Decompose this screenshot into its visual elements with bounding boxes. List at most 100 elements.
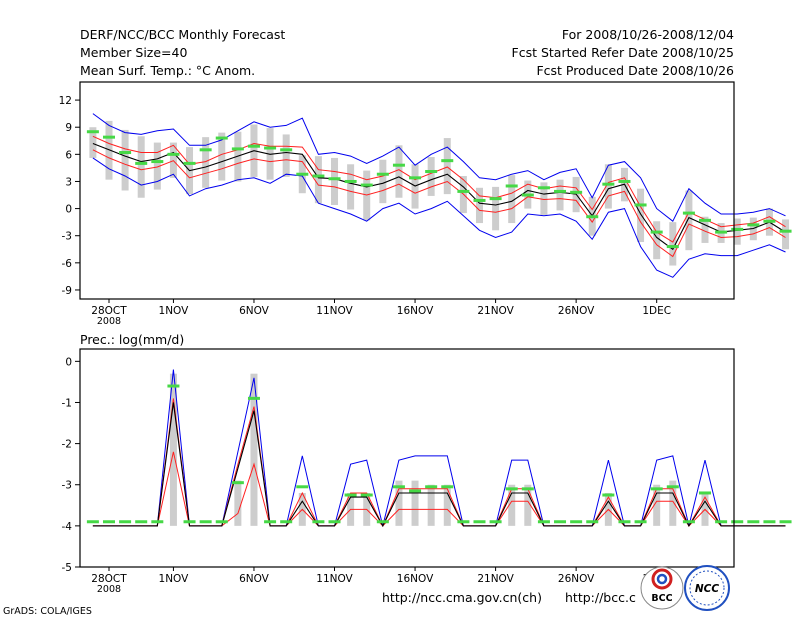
precip-plot-frame xyxy=(79,348,735,568)
observation-marker xyxy=(473,198,486,202)
observation-marker xyxy=(747,223,760,227)
spread-bar xyxy=(347,164,355,210)
observation-marker xyxy=(86,520,99,524)
observation-marker xyxy=(376,172,389,176)
spread-bar xyxy=(427,484,435,526)
spread-bar xyxy=(508,484,516,526)
observation-marker xyxy=(715,230,728,234)
ncc-logo: NCC xyxy=(684,565,730,611)
x-tick-label: 6NOV xyxy=(239,305,270,317)
x-tick-label: 1NOV xyxy=(159,573,190,585)
observation-marker xyxy=(715,520,728,524)
spread-bar xyxy=(508,175,516,224)
observation-marker xyxy=(441,159,454,163)
observation-marker xyxy=(699,491,712,495)
median-line xyxy=(92,402,786,528)
observation-marker xyxy=(102,135,115,139)
observation-marker xyxy=(86,130,99,134)
observation-marker xyxy=(747,520,760,524)
spread-bar xyxy=(443,484,451,526)
observation-marker xyxy=(328,177,341,181)
x-tick-label: 16NOV xyxy=(397,573,434,585)
spread-bar xyxy=(556,179,564,211)
spread-bar xyxy=(540,182,548,215)
observation-marker xyxy=(151,160,164,164)
observation-marker xyxy=(425,485,438,489)
spread-bar xyxy=(395,145,403,198)
x-tick-label: 11NOV xyxy=(316,305,353,317)
observation-marker xyxy=(215,520,228,524)
y-tick-label: 9 xyxy=(65,122,72,134)
spread-bar xyxy=(121,129,129,191)
spread-bar xyxy=(524,484,532,526)
y-tick-label: -6 xyxy=(62,258,73,270)
spread-bar xyxy=(637,188,645,243)
precip-panel-title: Prec.: log(mm/d) xyxy=(80,332,184,347)
observation-marker xyxy=(296,485,309,489)
spread-bar xyxy=(314,156,322,204)
observation-marker xyxy=(312,520,325,524)
observation-marker xyxy=(763,520,776,524)
observation-marker xyxy=(666,245,679,249)
observation-marker xyxy=(505,184,518,188)
observation-marker xyxy=(457,520,470,524)
spread-bar xyxy=(782,219,790,250)
observation-marker xyxy=(425,170,438,174)
observation-marker xyxy=(135,161,148,165)
observation-marker xyxy=(731,227,744,231)
observation-marker xyxy=(360,183,373,187)
observation-marker xyxy=(344,179,357,183)
spread-bar xyxy=(492,186,500,231)
y-tick-label: -9 xyxy=(62,285,72,297)
y-tick-label: 0 xyxy=(65,204,72,216)
observation-marker xyxy=(247,396,260,400)
x-year-label: 2008 xyxy=(97,584,121,595)
x-tick-label: 21NOV xyxy=(477,573,514,585)
x-tick-label: 6NOV xyxy=(239,573,270,585)
observation-marker xyxy=(779,229,792,233)
observation-marker xyxy=(344,493,357,497)
spread-bar xyxy=(669,222,677,266)
variable-label: Mean Surf. Temp.: °C Anom. xyxy=(80,63,255,78)
observation-marker xyxy=(521,193,534,197)
chart-title: DERF/NCC/BCC Monthly Forecast xyxy=(80,27,285,42)
spread-bar xyxy=(653,484,661,526)
observation-marker xyxy=(231,481,244,485)
observation-marker xyxy=(682,520,695,524)
bcc-logo-text: BCC xyxy=(651,593,672,604)
x-tick-label: 16NOV xyxy=(397,305,434,317)
spread-bar xyxy=(475,187,483,224)
spread-bar xyxy=(282,134,290,177)
observation-marker xyxy=(264,146,277,150)
spread-bar xyxy=(250,373,258,526)
observation-marker xyxy=(763,219,776,223)
observation-marker xyxy=(135,520,148,524)
temperature-plot-frame xyxy=(79,81,735,300)
spread-bar xyxy=(443,138,451,195)
observation-marker xyxy=(409,176,422,180)
spread-bar xyxy=(733,218,741,245)
y-tick-label: 12 xyxy=(59,95,72,107)
observation-marker xyxy=(699,218,712,222)
observation-marker xyxy=(264,520,277,524)
x-tick-label: 1DEC xyxy=(642,305,671,317)
observation-marker xyxy=(231,147,244,151)
spread-bar xyxy=(411,480,419,526)
observation-marker xyxy=(183,161,196,165)
observation-marker xyxy=(119,151,132,155)
min-envelope-line xyxy=(92,157,786,278)
upper-sd-line xyxy=(92,398,786,528)
spread-bar xyxy=(701,216,709,243)
temperature-panel: 12 9 6 3 0 -3 -6 -9 28OCT 1NOV 6NOV 11NOV 16NOV 21NOV… xyxy=(59,95,792,327)
x-tick-label: 28OCT xyxy=(91,573,127,585)
ncc-logo-text: NCC xyxy=(695,583,719,595)
produced-date: Fcst Produced Date 2008/10/26 xyxy=(536,63,734,78)
y-tick-label: -4 xyxy=(62,521,73,533)
observation-marker xyxy=(602,182,615,186)
observation-marker xyxy=(505,487,518,491)
y-tick-label: 3 xyxy=(65,176,72,188)
observation-marker xyxy=(570,190,583,194)
lower-sd-line xyxy=(92,149,786,258)
bcc-logo: BCC xyxy=(640,566,684,610)
